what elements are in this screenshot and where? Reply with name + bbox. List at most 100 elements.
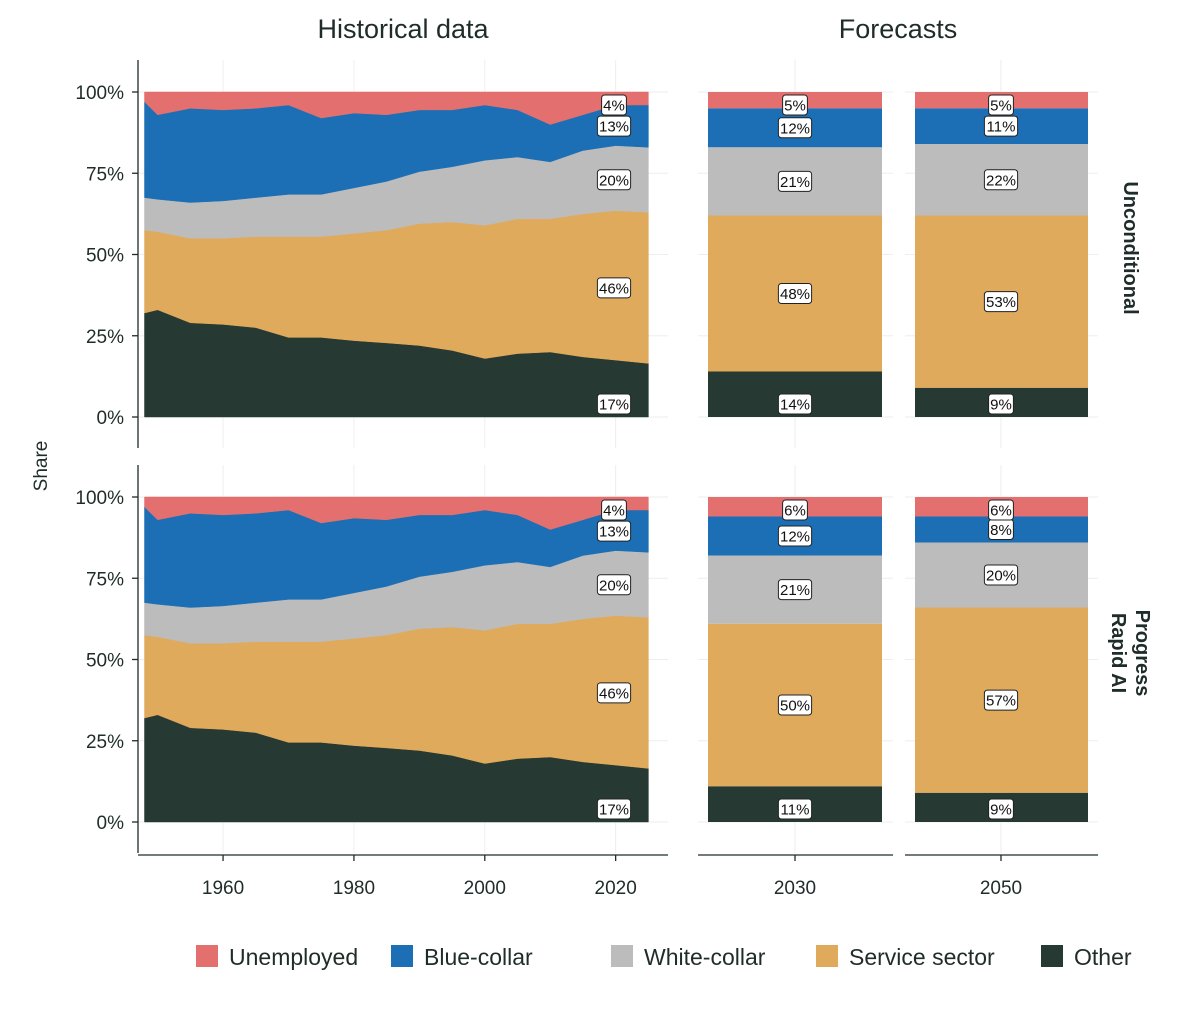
x-tick-label: 2020 xyxy=(595,878,637,899)
scenario-strips: Unconditional Rapid AI Progress xyxy=(1107,181,1153,696)
label-2050-unemployed-unconditional-text: 5% xyxy=(990,98,1012,115)
label-hist-other-unconditional: 17% xyxy=(596,393,632,415)
label-2030-white-collar-rapid-ai-progress-box xyxy=(777,579,813,601)
label-2050-other-unconditional: 9% xyxy=(988,393,1014,415)
label-2030-white-collar-unconditional-box xyxy=(777,170,813,192)
label-2030-unemployed-rapid-ai-progress-box xyxy=(782,499,808,521)
historical-areas-unconditional xyxy=(144,91,649,418)
label-hist-service-sector-unconditional: 46% xyxy=(596,277,632,299)
label-2030-blue-collar-rapid-ai-progress: 12% xyxy=(777,525,813,547)
legend-label-blue-collar: Blue-collar xyxy=(424,944,533,970)
axes-rapid-ai-progress: 0% 25% 50% 75% 100% xyxy=(75,465,139,853)
legend-swatch-service-sector xyxy=(816,945,838,967)
legend-label-unemployed: Unemployed xyxy=(229,944,358,970)
label-2050-white-collar-rapid-ai-progress-box xyxy=(983,564,1019,586)
legend-item-unemployed: Unemployed xyxy=(196,944,358,970)
label-2050-service-sector-rapid-ai-progress-text: 57% xyxy=(986,693,1016,710)
label-2030-blue-collar-unconditional-text: 12% xyxy=(780,120,810,137)
legend-item-other: Other xyxy=(1041,944,1132,970)
label-2030-service-sector-unconditional-text: 48% xyxy=(780,286,810,303)
label-hist-other-rapid-ai-progress-box xyxy=(596,798,632,820)
label-2050-blue-collar-rapid-ai-progress: 8% xyxy=(988,519,1014,540)
label-2030-other-rapid-ai-progress-text: 11% xyxy=(781,802,810,819)
y-tick-label: 0% xyxy=(97,813,125,834)
y-tick-label: 25% xyxy=(86,732,124,753)
label-hist-blue-collar-rapid-ai-progress: 13% xyxy=(596,520,632,542)
label-hist-white-collar-rapid-ai-progress: 20% xyxy=(596,574,632,596)
label-hist-white-collar-unconditional-text: 20% xyxy=(599,172,629,189)
label-2050-service-sector-unconditional-text: 53% xyxy=(986,294,1016,311)
x-tick-label: 1980 xyxy=(333,878,375,899)
label-2050-white-collar-unconditional-box xyxy=(983,169,1019,191)
label-2050-unemployed-rapid-ai-progress-box xyxy=(988,499,1014,521)
historical-labels-unconditional: 17% 46% 20% 13% 4% xyxy=(596,94,632,415)
label-2030-blue-collar-rapid-ai-progress-box xyxy=(777,525,813,547)
x-axes: 1960 1980 2000 2020 2030 2050 xyxy=(138,854,1098,899)
label-hist-white-collar-unconditional-box xyxy=(596,169,632,191)
x-tick-label: 2000 xyxy=(464,878,506,899)
y-tick-label: 100% xyxy=(75,488,124,509)
label-hist-other-rapid-ai-progress: 17% xyxy=(596,798,632,820)
axes-unconditional: 0% 25% 50% 75% 100% xyxy=(75,60,139,448)
column-titles: Historical data Forecasts xyxy=(317,14,957,44)
label-2030-unemployed-unconditional: 5% xyxy=(782,94,808,116)
label-2030-unemployed-unconditional-text: 5% xyxy=(784,98,806,115)
label-2050-unemployed-unconditional: 5% xyxy=(988,94,1014,116)
label-2030-unemployed-unconditional-box xyxy=(782,94,808,116)
label-2030-service-sector-rapid-ai-progress-box xyxy=(777,694,813,716)
legend-label-service-sector: Service sector xyxy=(849,944,995,970)
label-2050-service-sector-rapid-ai-progress-box xyxy=(983,689,1019,711)
label-hist-blue-collar-unconditional-text: 13% xyxy=(599,119,629,136)
label-2030-other-rapid-ai-progress-box xyxy=(777,798,813,820)
label-2030-other-unconditional-text: 14% xyxy=(780,397,810,414)
label-hist-service-sector-rapid-ai-progress: 46% xyxy=(596,682,632,704)
y-tick-label: 0% xyxy=(97,408,125,429)
y-tick-label: 75% xyxy=(86,164,124,185)
label-hist-service-sector-rapid-ai-progress-text: 46% xyxy=(599,685,629,702)
label-2030-service-sector-rapid-ai-progress: 50% xyxy=(777,694,813,716)
x-tick-label: 1960 xyxy=(202,878,244,899)
legend-swatch-other xyxy=(1041,945,1063,967)
strip-label-line: Unconditional xyxy=(1119,181,1141,314)
label-hist-service-sector-unconditional-text: 46% xyxy=(599,280,629,297)
label-hist-blue-collar-unconditional-box xyxy=(596,115,632,137)
label-2030-blue-collar-unconditional-box xyxy=(777,117,813,139)
label-2030-unemployed-rapid-ai-progress: 6% xyxy=(782,499,808,521)
y-tick-label: 50% xyxy=(86,651,124,672)
area-unemployed-rapid-ai-progress xyxy=(144,496,649,530)
label-hist-unemployed-rapid-ai-progress-box xyxy=(601,499,627,521)
label-2050-unemployed-rapid-ai-progress: 6% xyxy=(988,499,1014,521)
label-2050-unemployed-unconditional-box xyxy=(988,94,1014,116)
label-2030-service-sector-rapid-ai-progress-text: 50% xyxy=(780,698,810,715)
label-2030-other-rapid-ai-progress: 11% xyxy=(777,798,813,820)
label-2050-white-collar-unconditional: 22% xyxy=(983,169,1019,191)
strip-label-line: Rapid AI xyxy=(1107,613,1129,693)
legend-swatch-unemployed xyxy=(196,945,218,967)
label-hist-blue-collar-rapid-ai-progress-box xyxy=(596,520,632,542)
label-2050-service-sector-unconditional-box xyxy=(983,291,1019,313)
label-2030-service-sector-unconditional: 48% xyxy=(777,283,813,304)
title-historical-data: Historical data xyxy=(317,14,489,44)
y-tick-label: 75% xyxy=(86,569,124,590)
label-hist-service-sector-unconditional-box xyxy=(596,277,632,299)
label-2050-other-rapid-ai-progress-text: 9% xyxy=(990,802,1012,819)
legend-label-white-collar: White-collar xyxy=(644,944,766,970)
forecast-bar-2030-rapid-ai-progress: 11% 50% 21% 12% 6% xyxy=(708,497,882,822)
strip-unconditional: Unconditional xyxy=(1119,181,1141,314)
label-2050-blue-collar-unconditional: 11% xyxy=(983,115,1019,137)
label-hist-other-unconditional-text: 17% xyxy=(599,397,629,414)
label-2050-unemployed-rapid-ai-progress-text: 6% xyxy=(990,503,1012,520)
label-2030-other-unconditional: 14% xyxy=(777,393,813,415)
label-2050-service-sector-unconditional: 53% xyxy=(983,291,1019,313)
y-axis-title: Share xyxy=(31,441,52,492)
label-2030-blue-collar-unconditional: 12% xyxy=(777,117,813,139)
label-hist-service-sector-rapid-ai-progress-box xyxy=(596,682,632,704)
legend-swatch-white-collar xyxy=(611,945,633,967)
label-hist-unemployed-rapid-ai-progress: 4% xyxy=(601,499,627,521)
x-tick-label-2030: 2030 xyxy=(774,878,816,899)
legend-swatch-blue-collar xyxy=(391,945,413,967)
historical-areas-rapid-ai-progress xyxy=(144,496,649,823)
label-2050-other-unconditional-box xyxy=(988,393,1014,415)
